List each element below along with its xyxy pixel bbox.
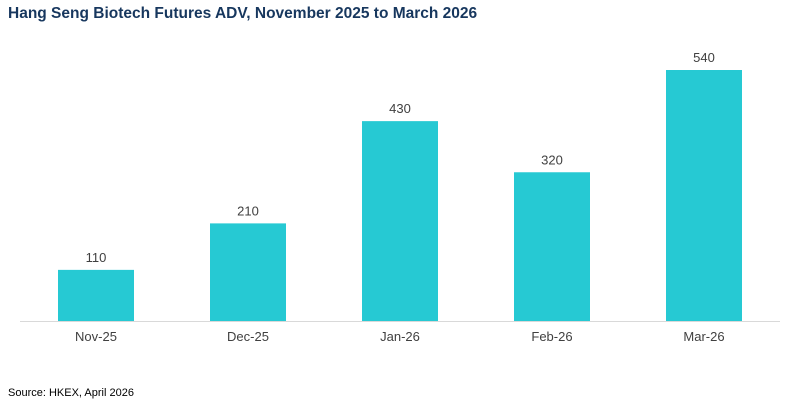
bar-series	[58, 70, 742, 321]
data-labels: 110 210 430 320 540	[86, 50, 715, 265]
bar-dec-25	[210, 223, 286, 321]
source-note: Source: HKEX, April 2026	[8, 387, 134, 399]
x-tick-mar-26: Mar-26	[683, 329, 724, 344]
data-label-mar-26: 540	[693, 50, 715, 65]
x-tick-nov-25: Nov-25	[75, 329, 117, 344]
bar-mar-26	[666, 70, 742, 321]
data-label-dec-25: 210	[237, 203, 259, 218]
data-label-nov-25: 110	[86, 250, 107, 265]
x-tick-jan-26: Jan-26	[380, 329, 420, 344]
data-label-jan-26: 430	[389, 101, 411, 116]
data-label-feb-26: 320	[541, 152, 563, 167]
x-tick-feb-26: Feb-26	[531, 329, 572, 344]
x-tick-dec-25: Dec-25	[227, 329, 269, 344]
bar-chart: 110 210 430 320 540 Nov-25 Dec-25 Jan-26 Feb-26…	[20, 50, 780, 344]
bar-feb-26	[514, 172, 590, 321]
bar-jan-26	[362, 121, 438, 321]
x-tick-labels: Nov-25 Dec-25 Jan-26 Feb-26 Mar-26	[75, 329, 725, 344]
bar-nov-25	[58, 269, 134, 321]
chart-title: Hang Seng Biotech Futures ADV, November …	[8, 5, 478, 22]
